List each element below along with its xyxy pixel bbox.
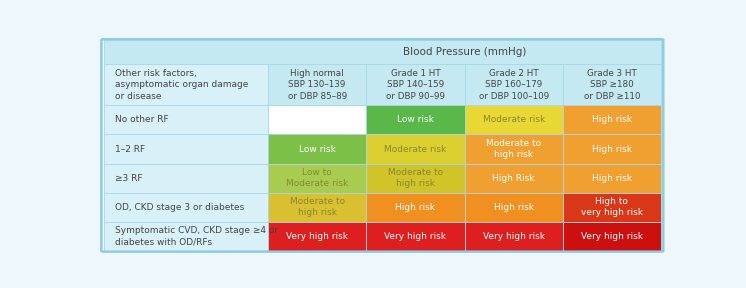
Text: Moderate risk: Moderate risk — [483, 115, 545, 124]
Bar — [465, 64, 562, 105]
Text: OD, CKD stage 3 or diabetes: OD, CKD stage 3 or diabetes — [115, 203, 245, 212]
Text: High risk: High risk — [592, 145, 632, 154]
Text: Moderate to
high risk: Moderate to high risk — [289, 197, 345, 217]
Bar — [268, 134, 366, 164]
Text: High normal
SBP 130–139
or DBP 85–89: High normal SBP 130–139 or DBP 85–89 — [287, 69, 347, 101]
Bar — [562, 222, 661, 251]
Text: Grade 1 HT
SBP 140–159
or DBP 90–99: Grade 1 HT SBP 140–159 or DBP 90–99 — [386, 69, 445, 101]
Bar — [366, 134, 465, 164]
Text: High risk: High risk — [592, 174, 632, 183]
Text: High risk: High risk — [395, 203, 436, 212]
Bar — [366, 164, 465, 193]
Text: Very high risk: Very high risk — [581, 232, 643, 241]
Text: Low risk: Low risk — [397, 115, 434, 124]
Bar — [366, 64, 465, 105]
Text: High to
very high risk: High to very high risk — [581, 197, 643, 217]
Text: Moderate to
high risk: Moderate to high risk — [486, 139, 541, 159]
Bar — [465, 193, 562, 222]
Bar — [465, 222, 562, 251]
Text: High risk: High risk — [494, 203, 533, 212]
Bar — [562, 134, 661, 164]
Bar — [366, 222, 465, 251]
Bar — [465, 134, 562, 164]
Bar — [562, 64, 661, 105]
Text: High risk: High risk — [592, 115, 632, 124]
Bar — [562, 105, 661, 134]
Text: Moderate to
high risk: Moderate to high risk — [388, 168, 443, 188]
Bar — [268, 64, 366, 105]
Text: Low to
Moderate risk: Low to Moderate risk — [286, 168, 348, 188]
Bar — [465, 164, 562, 193]
Bar — [562, 193, 661, 222]
Bar — [104, 164, 268, 193]
Text: Moderate risk: Moderate risk — [384, 145, 447, 154]
Bar — [268, 193, 366, 222]
Text: Low risk: Low risk — [298, 145, 336, 154]
Text: No other RF: No other RF — [115, 115, 169, 124]
Text: Other risk factors,
asymptomatic organ damage
or disease: Other risk factors, asymptomatic organ d… — [115, 69, 248, 101]
Bar — [104, 134, 268, 164]
Bar — [465, 105, 562, 134]
Text: Very high risk: Very high risk — [483, 232, 545, 241]
Text: Very high risk: Very high risk — [286, 232, 348, 241]
Bar — [366, 193, 465, 222]
Bar — [268, 164, 366, 193]
Text: Symptomatic CVD, CKD stage ≥4 or
diabetes with OD/RFs: Symptomatic CVD, CKD stage ≥4 or diabete… — [115, 226, 278, 246]
Bar — [366, 105, 465, 134]
Text: Very high risk: Very high risk — [384, 232, 446, 241]
Text: Grade 2 HT
SBP 160–179
or DBP 100–109: Grade 2 HT SBP 160–179 or DBP 100–109 — [478, 69, 549, 101]
Bar — [104, 222, 268, 251]
Bar — [268, 105, 366, 134]
Text: ≥3 RF: ≥3 RF — [115, 174, 142, 183]
Bar — [104, 105, 268, 134]
Bar — [104, 193, 268, 222]
Bar — [104, 40, 661, 64]
Bar — [268, 222, 366, 251]
Text: Grade 3 HT
SBP ≥180
or DBP ≥110: Grade 3 HT SBP ≥180 or DBP ≥110 — [583, 69, 640, 101]
Text: 1–2 RF: 1–2 RF — [115, 145, 145, 154]
Bar — [104, 64, 268, 105]
Bar — [562, 164, 661, 193]
Text: High Risk: High Risk — [492, 174, 535, 183]
Text: Blood Pressure (mmHg): Blood Pressure (mmHg) — [403, 47, 526, 57]
